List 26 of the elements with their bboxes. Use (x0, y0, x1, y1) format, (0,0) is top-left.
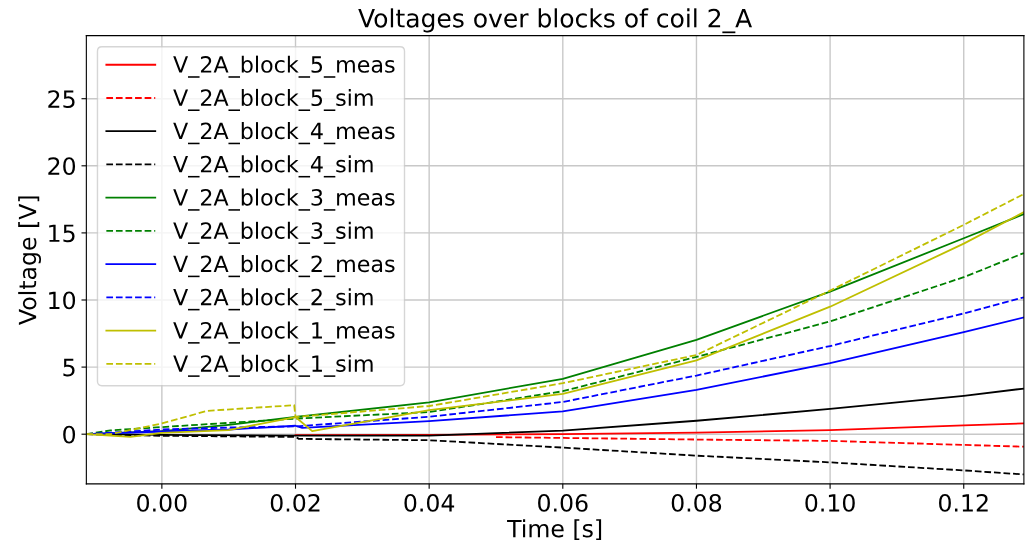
legend-label: V_2A_block_4_meas (173, 122, 395, 145)
y-tick-label: 5 (63, 358, 75, 377)
chart-title: Voltages over blocks of coil 2_A (358, 8, 752, 34)
y-tick-label: 25 (48, 90, 75, 109)
legend-label: V_2A_block_5_meas (173, 55, 395, 78)
x-tick-label: 0.08 (671, 493, 722, 512)
y-tick-label: 20 (48, 157, 76, 176)
legend-label: V_2A_block_2_sim (173, 288, 373, 311)
legend-label: V_2A_block_4_sim (173, 155, 373, 178)
legend-label: V_2A_block_2_meas (173, 255, 395, 278)
y-tick-label: 0 (63, 425, 76, 444)
y-axis-title: Voltage [V] (18, 196, 42, 325)
x-tick-label: 0.06 (538, 493, 588, 512)
legend-label: V_2A_block_1_meas (173, 321, 395, 344)
x-tick-label: 0.04 (404, 493, 455, 512)
legend-label: V_2A_block_1_sim (173, 354, 373, 377)
x-tick-label: 0.12 (939, 493, 988, 512)
legend-label: V_2A_block_3_sim (173, 221, 373, 244)
y-tick-label: 10 (49, 291, 76, 310)
x-tick-label: 0.00 (137, 493, 187, 512)
x-axis-title: Time [s] (507, 519, 602, 540)
legend-label: V_2A_block_3_meas (173, 188, 395, 211)
y-tick-label: 15 (49, 224, 75, 243)
x-tick-label: 0.10 (805, 493, 855, 512)
x-tick-label: 0.02 (270, 493, 320, 512)
legend-label: V_2A_block_5_sim (173, 88, 373, 111)
